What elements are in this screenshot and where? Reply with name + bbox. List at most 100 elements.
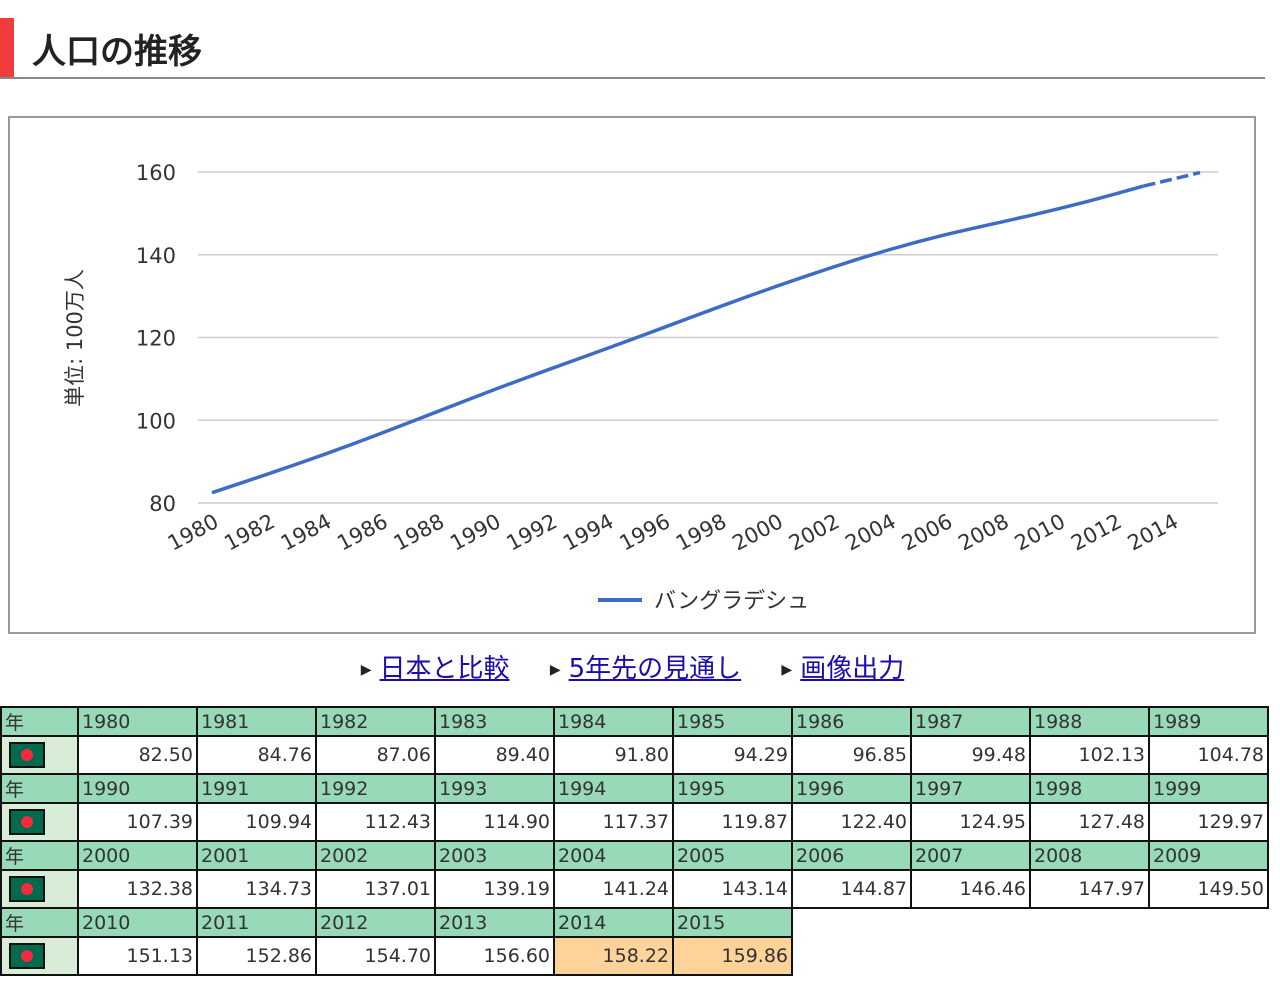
year-cell: 1989 bbox=[1148, 706, 1269, 737]
legend: バングラデシュ bbox=[598, 589, 809, 614]
value-row: 132.38 134.73 137.01 139.19 141.24 143.14 144.… bbox=[0, 869, 1269, 909]
bangladesh-flag-icon bbox=[9, 809, 45, 835]
value-row: 107.39 109.94 112.43 114.90 117.37 119.87 122.… bbox=[0, 802, 1269, 842]
value-cell: 151.13 bbox=[77, 936, 198, 976]
value-cell: 87.06 bbox=[315, 735, 436, 775]
value-cell: 107.39 bbox=[77, 802, 198, 842]
bangladesh-flag-icon bbox=[9, 742, 45, 768]
value-cell: 114.90 bbox=[434, 802, 555, 842]
year-cell: 1983 bbox=[434, 706, 555, 737]
value-cell: 152.86 bbox=[196, 936, 317, 976]
bangladesh-flag-icon bbox=[9, 943, 45, 969]
value-cell: 82.50 bbox=[77, 735, 198, 775]
year-cell: 2007 bbox=[910, 840, 1031, 871]
year-cell: 1994 bbox=[553, 773, 674, 804]
header-accent bbox=[0, 18, 14, 77]
x-tick-label: 2002 bbox=[785, 509, 843, 555]
year-cell: 1999 bbox=[1148, 773, 1269, 804]
series-line bbox=[211, 184, 1145, 495]
flag-cell bbox=[0, 735, 79, 775]
y-tick-label: 80 bbox=[149, 492, 176, 516]
year-cell: 2006 bbox=[791, 840, 912, 871]
year-cell: 1980 bbox=[77, 706, 198, 737]
value-cell: 158.22 bbox=[553, 936, 674, 976]
x-tick-label: 2010 bbox=[1011, 509, 1069, 555]
year-cell: 2013 bbox=[434, 907, 555, 938]
year-cell: 1990 bbox=[77, 773, 198, 804]
five-year-outlook-link[interactable]: 5年先の見通し bbox=[568, 654, 742, 684]
legend-label: バングラデシュ bbox=[654, 589, 809, 614]
value-cell: 89.40 bbox=[434, 735, 555, 775]
year-cell: 1996 bbox=[791, 773, 912, 804]
year-row: 年 2010 2011 2012 2013 2014 2015 bbox=[0, 907, 1268, 938]
x-tick-label: 2000 bbox=[728, 509, 786, 555]
value-cell: 109.94 bbox=[196, 802, 317, 842]
year-cell: 2014 bbox=[553, 907, 674, 938]
image-export-link[interactable]: 画像出力 bbox=[800, 654, 905, 684]
x-tick-label: 2014 bbox=[1124, 509, 1182, 555]
year-cell: 2005 bbox=[672, 840, 793, 871]
series-line-projection bbox=[1143, 170, 1201, 188]
year-cell: 1984 bbox=[553, 706, 674, 737]
value-cell: 139.19 bbox=[434, 869, 555, 909]
y-tick-label: 120 bbox=[136, 327, 176, 351]
bangladesh-flag-icon bbox=[9, 876, 45, 902]
value-cell: 154.70 bbox=[315, 936, 436, 976]
value-cell: 132.38 bbox=[77, 869, 198, 909]
value-row: 151.13 152.86 154.70 156.60 158.22 159.86 bbox=[0, 936, 1268, 976]
value-cell: 84.76 bbox=[196, 735, 317, 775]
year-cell: 2012 bbox=[315, 907, 436, 938]
year-cell: 2011 bbox=[196, 907, 317, 938]
population-table: 年 1980 1981 1982 1983 1984 1985 1986 1987 1988 198… bbox=[0, 706, 1269, 976]
year-cell: 1998 bbox=[1029, 773, 1150, 804]
value-cell: 124.95 bbox=[910, 802, 1031, 842]
x-tick-label: 1996 bbox=[616, 509, 674, 555]
value-cell: 99.48 bbox=[910, 735, 1031, 775]
y-tick-label: 140 bbox=[136, 244, 176, 268]
year-cell: 1997 bbox=[910, 773, 1031, 804]
value-cell: 129.97 bbox=[1148, 802, 1269, 842]
x-tick-label: 2004 bbox=[841, 509, 899, 555]
arrow-bullet-icon: ▶ bbox=[781, 661, 793, 678]
year-cell: 2002 bbox=[315, 840, 436, 871]
year-cell: 2015 bbox=[672, 907, 793, 938]
year-cell: 2001 bbox=[196, 840, 317, 871]
year-label: 年 bbox=[0, 840, 79, 871]
arrow-bullet-icon: ▶ bbox=[549, 661, 561, 678]
year-cell: 2000 bbox=[77, 840, 198, 871]
action-links: ▶ 日本と比較 ▶ 5年先の見通し ▶ 画像出力 bbox=[0, 648, 1265, 685]
value-cell: 144.87 bbox=[791, 869, 912, 909]
value-cell: 112.43 bbox=[315, 802, 436, 842]
year-cell: 1992 bbox=[315, 773, 436, 804]
value-cell: 149.50 bbox=[1148, 869, 1269, 909]
x-tick-label: 1992 bbox=[503, 509, 561, 555]
flag-cell bbox=[0, 936, 79, 976]
chart-svg: 単位: 100万人 80 100 120 140 160 1980198219841986… bbox=[63, 161, 1218, 614]
value-cell: 102.13 bbox=[1029, 735, 1150, 775]
x-tick-label: 2008 bbox=[954, 509, 1012, 555]
value-cell: 156.60 bbox=[434, 936, 555, 976]
year-cell: 1993 bbox=[434, 773, 555, 804]
population-chart: 単位: 100万人 80 100 120 140 160 1980 1982 1984 1986… bbox=[8, 116, 1256, 634]
year-cell: 2009 bbox=[1148, 840, 1269, 871]
value-cell: 122.40 bbox=[791, 802, 912, 842]
x-tick-label: 2006 bbox=[898, 509, 956, 555]
y-tick-label: 100 bbox=[136, 409, 176, 433]
value-cell: 117.37 bbox=[553, 802, 674, 842]
value-cell: 141.24 bbox=[553, 869, 674, 909]
flag-cell bbox=[0, 869, 79, 909]
year-cell: 2003 bbox=[434, 840, 555, 871]
year-cell: 2008 bbox=[1029, 840, 1150, 871]
year-label: 年 bbox=[0, 907, 79, 938]
compare-japan-link[interactable]: 日本と比較 bbox=[379, 654, 510, 684]
value-row: 82.50 84.76 87.06 89.40 91.80 94.29 96.85 99.48… bbox=[0, 735, 1269, 775]
y-axis-label: 単位: 100万人 bbox=[63, 269, 87, 407]
year-row: 年 1980 1981 1982 1983 1984 1985 1986 1987 1988 198… bbox=[0, 706, 1269, 737]
x-tick-label: 1984 bbox=[277, 509, 335, 555]
arrow-bullet-icon: ▶ bbox=[360, 661, 372, 678]
y-tick-label: 160 bbox=[136, 161, 176, 185]
year-cell: 1981 bbox=[196, 706, 317, 737]
year-label: 年 bbox=[0, 706, 79, 737]
x-tick-label: 1990 bbox=[446, 509, 504, 555]
flag-cell bbox=[0, 802, 79, 842]
